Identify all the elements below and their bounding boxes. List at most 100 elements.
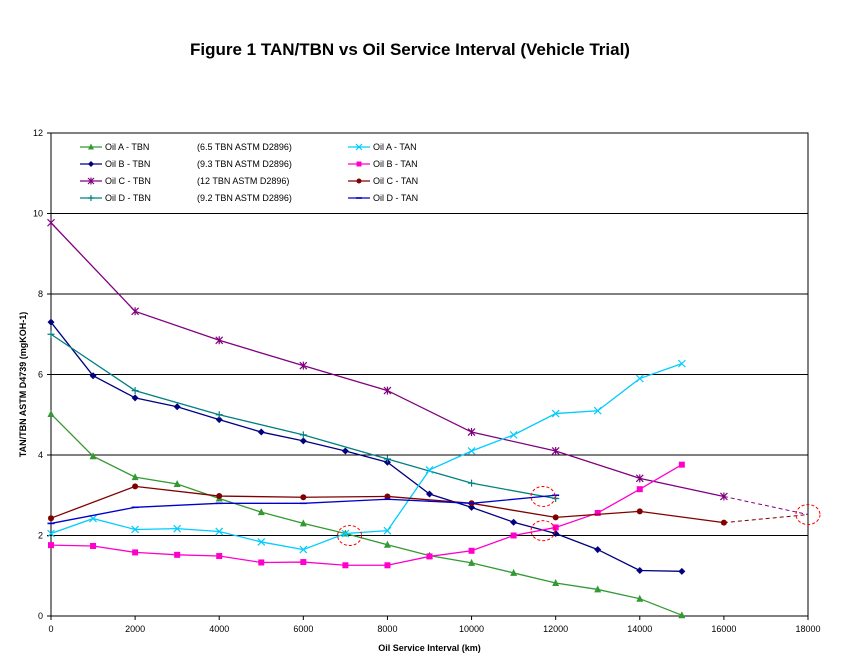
legend: Oil A - TBN (6.5 TBN ASTM D2896) Oil B - T… <box>80 142 418 203</box>
data-point <box>47 529 55 538</box>
legend-item: Oil D - TBN (9.2 TBN ASTM D2896) <box>80 193 292 203</box>
data-point <box>720 519 727 526</box>
data-point <box>635 374 644 383</box>
data-point <box>299 361 308 370</box>
series-line <box>50 363 683 551</box>
legend-item: Oil A - TAN <box>348 142 417 152</box>
data-point <box>89 372 97 380</box>
x-tick-label: 2000 <box>125 624 145 634</box>
highlight-circle <box>530 520 556 542</box>
series <box>47 359 686 554</box>
legend-note: (9.2 TBN ASTM D2896) <box>197 193 292 203</box>
data-point <box>552 514 559 521</box>
legend-item: Oil C - TAN <box>348 176 418 186</box>
data-point <box>174 551 181 558</box>
data-point <box>594 585 602 593</box>
data-point <box>132 549 139 556</box>
data-point <box>384 493 391 500</box>
legend-note: (12 TBN ASTM D2896) <box>197 176 289 186</box>
data-point <box>510 532 517 539</box>
x-tick-label: 12000 <box>543 624 568 634</box>
series-line <box>50 333 556 500</box>
data-point <box>88 195 94 201</box>
data-point <box>551 409 560 418</box>
series <box>48 461 685 569</box>
data-point <box>173 403 181 411</box>
highlight-circle <box>337 525 363 546</box>
data-point <box>636 594 644 602</box>
legend-label: Oil B - TAN <box>373 159 418 169</box>
tick-layer: 0 2 4 6 8 10 12 0 2000 4000 6000 8000 10000 12000 1400… <box>33 128 821 634</box>
x-tick-label: 18000 <box>795 624 820 634</box>
y-axis-title: TAN/TBN ASTM D4739 (mgKOH-1) <box>18 312 28 458</box>
data-point <box>510 568 518 576</box>
data-point <box>510 518 518 526</box>
data-point <box>552 494 560 502</box>
data-point <box>719 492 728 501</box>
data-point <box>356 161 362 167</box>
legend-note: (6.5 TBN ASTM D2896) <box>197 142 292 152</box>
data-point <box>131 307 140 316</box>
data-point <box>341 447 349 455</box>
data-point <box>678 567 686 575</box>
data-point <box>299 437 307 445</box>
y-tick-label: 12 <box>33 128 43 138</box>
data-point <box>89 452 97 460</box>
data-point <box>677 359 686 368</box>
data-point <box>551 446 560 455</box>
x-tick-label: 4000 <box>209 624 229 634</box>
series <box>47 494 560 525</box>
data-point <box>300 559 307 566</box>
legend-label: Oil C - TBN <box>105 176 151 186</box>
legend-label: Oil A - TBN <box>105 142 149 152</box>
data-point <box>215 527 224 536</box>
data-point <box>131 387 139 395</box>
legend-label: Oil D - TAN <box>373 193 418 203</box>
data-point <box>257 538 266 546</box>
highlight-circle <box>530 485 556 507</box>
data-point <box>48 542 54 549</box>
chart-title: Figure 1 TAN/TBN vs Oil Service Interval… <box>190 40 630 59</box>
x-tick-label: 16000 <box>711 624 736 634</box>
data-point <box>258 559 265 566</box>
highlight-circle <box>795 504 821 526</box>
y-tick-label: 6 <box>38 370 43 380</box>
legend-note: (9.3 TBN ASTM D2896) <box>197 159 292 169</box>
y-tick-label: 0 <box>38 611 43 621</box>
data-point <box>131 394 139 402</box>
data-point <box>426 553 433 560</box>
legend-item: Oil C - TBN (12 TBN ASTM D2896) <box>80 176 289 186</box>
legend-label: Oil A - TAN <box>373 142 417 152</box>
x-axis-title: Oil Service Interval (km) <box>378 643 481 653</box>
x-tick-label: 8000 <box>377 624 397 634</box>
data-point <box>216 553 223 560</box>
data-point <box>88 143 94 150</box>
y-tick-label: 8 <box>38 289 43 299</box>
data-point <box>467 428 476 437</box>
data-point <box>636 486 643 493</box>
grid-layer <box>51 213 808 536</box>
series <box>47 409 686 619</box>
data-point <box>47 318 55 326</box>
legend-label: Oil C - TAN <box>373 176 418 186</box>
data-point <box>678 461 685 468</box>
series <box>47 330 560 502</box>
series <box>48 483 727 526</box>
data-point <box>257 508 265 516</box>
data-point <box>467 447 476 455</box>
y-tick-label: 2 <box>38 531 43 541</box>
data-point <box>131 473 139 481</box>
data-point <box>216 493 223 500</box>
data-point <box>425 465 434 474</box>
y-tick-label: 10 <box>33 209 43 219</box>
data-point <box>299 431 307 439</box>
data-point <box>87 177 95 185</box>
data-point <box>131 525 140 534</box>
data-point <box>47 218 55 227</box>
data-point <box>173 479 181 487</box>
data-point <box>635 474 644 483</box>
legend-label: Oil B - TBN <box>105 159 150 169</box>
series-line <box>50 321 682 572</box>
data-point <box>593 406 602 415</box>
